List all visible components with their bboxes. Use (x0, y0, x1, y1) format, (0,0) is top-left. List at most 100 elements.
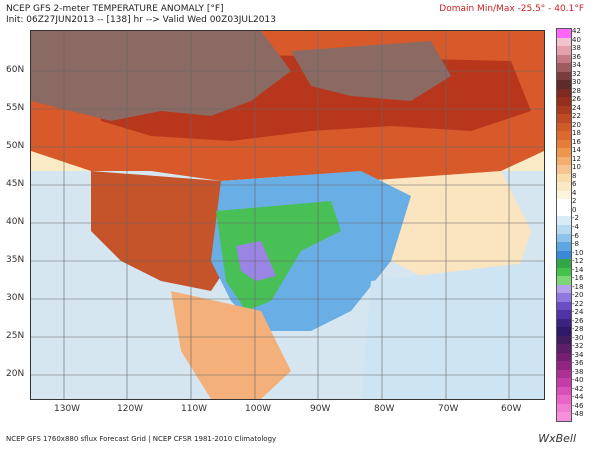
color-scale-cell (557, 63, 571, 73)
color-scale-cell (557, 276, 571, 286)
color-scale-cell (557, 122, 571, 132)
color-scale-cell (557, 165, 571, 175)
color-scale-cell (557, 412, 571, 422)
color-scale-cell (557, 199, 571, 209)
color-scale-cell (557, 114, 571, 124)
color-scale-label: 16 (572, 137, 581, 146)
atlantic-cool-pale (361, 261, 544, 399)
lon-label: 70W (438, 404, 459, 414)
strong-cool-anomaly (216, 201, 341, 311)
color-scale-label: -26 (572, 316, 584, 325)
color-scale-label: -16 (572, 274, 584, 283)
color-scale-label: 38 (572, 44, 581, 53)
color-scale-label: 42 (572, 27, 581, 35)
color-scale-label: 34 (572, 61, 581, 70)
color-scale-cell (557, 378, 571, 388)
color-scale-label: 2 (572, 197, 577, 206)
color-scale-label: 10 (572, 163, 581, 172)
anomaly-map-svg (31, 31, 544, 399)
color-scale-cell (557, 88, 571, 98)
color-scale-label: -46 (572, 401, 584, 410)
color-scale-label: -38 (572, 367, 584, 376)
lat-label: 50N (6, 141, 25, 151)
color-scale-cell (557, 267, 571, 277)
color-scale-cell (557, 148, 571, 158)
color-scale-label: -6 (572, 231, 579, 240)
lat-label: 60N (6, 65, 25, 75)
color-scale-label: -18 (572, 282, 584, 291)
color-scale-label: -2 (572, 214, 579, 223)
anomaly-map (30, 30, 545, 400)
footer-source: NCEP GFS 1760x880 sflux Forecast Grid | … (6, 435, 277, 443)
color-scale-label: -40 (572, 376, 584, 385)
color-scale-cell (557, 29, 571, 39)
lon-label: 90W (310, 404, 331, 414)
map-title: NCEP GFS 2-meter TEMPERATURE ANOMALY [°F… (6, 4, 224, 14)
color-scale-label: 4 (572, 188, 577, 197)
lat-label: 35N (6, 255, 25, 265)
color-scale-cell (557, 71, 571, 81)
color-scale-cell (557, 105, 571, 115)
color-scale-label: -8 (572, 240, 579, 249)
color-scale-label: 22 (572, 112, 581, 121)
lon-label: 80W (374, 404, 395, 414)
color-scale-cell (557, 54, 571, 64)
color-scale-bar (556, 28, 572, 422)
lat-label: 45N (6, 179, 25, 189)
color-scale-cell (557, 207, 571, 217)
color-scale-label: -30 (572, 333, 584, 342)
init-valid-time: Init: 06Z27JUN2013 -- [138] hr --> Valid… (6, 15, 276, 25)
brand-logo: WxBell (538, 432, 576, 445)
color-scale-label: 12 (572, 154, 581, 163)
color-scale-label: 18 (572, 129, 581, 138)
color-scale-cell (557, 182, 571, 192)
color-scale-cell (557, 156, 571, 166)
color-scale-label: -44 (572, 393, 584, 402)
color-scale-label: 20 (572, 120, 581, 129)
color-scale-label: 24 (572, 103, 581, 112)
lon-label: 100W (245, 404, 272, 414)
color-scale-label: -4 (572, 223, 579, 231)
color-scale-label: -14 (572, 265, 584, 274)
color-scale-cell (557, 310, 571, 320)
color-scale-cell (557, 259, 571, 269)
color-scale-label: 26 (572, 95, 581, 104)
color-scale-label: -10 (572, 248, 584, 257)
color-scale-cell (557, 37, 571, 47)
color-scale-label: -42 (572, 384, 584, 393)
color-scale-label: 0 (572, 205, 577, 214)
color-scale-label: 32 (572, 69, 581, 78)
color-scale-label: -20 (572, 291, 584, 300)
color-scale-cell (557, 395, 571, 405)
color-scale-label: -22 (572, 299, 584, 308)
lon-label: 130W (54, 404, 81, 414)
lat-label: 25N (6, 331, 25, 341)
color-scale-label: -36 (572, 359, 584, 368)
graticule (31, 31, 544, 399)
color-scale-cell (557, 327, 571, 337)
color-scale-cell (557, 361, 571, 371)
warm-anomaly-mexico (171, 291, 291, 399)
color-scale-cell (557, 233, 571, 243)
color-scale-label: -34 (572, 350, 584, 359)
color-scale-cell (557, 335, 571, 345)
color-scale-label: -28 (572, 325, 584, 334)
color-scale-cell (557, 386, 571, 396)
very-warm-northwest (31, 31, 291, 121)
color-scale-label: -32 (572, 342, 584, 351)
lon-label: 60W (501, 404, 522, 414)
lon-label: 120W (117, 404, 144, 414)
lat-label: 30N (6, 293, 25, 303)
color-scale-cell (557, 139, 571, 149)
color-scale-label: 8 (572, 171, 577, 180)
color-scale-label: 14 (572, 146, 581, 155)
color-scale-label: -24 (572, 308, 584, 317)
color-scale-cell (557, 131, 571, 141)
domain-min-max: Domain Min/Max -25.5° - 40.1°F (439, 4, 584, 14)
color-scale-label: -48 (572, 410, 584, 419)
color-scale-cell (557, 284, 571, 294)
color-scale-cell (557, 403, 571, 413)
color-scale-label: 28 (572, 86, 581, 95)
color-scale-label: 30 (572, 78, 581, 87)
color-scale-label: 40 (572, 35, 581, 44)
